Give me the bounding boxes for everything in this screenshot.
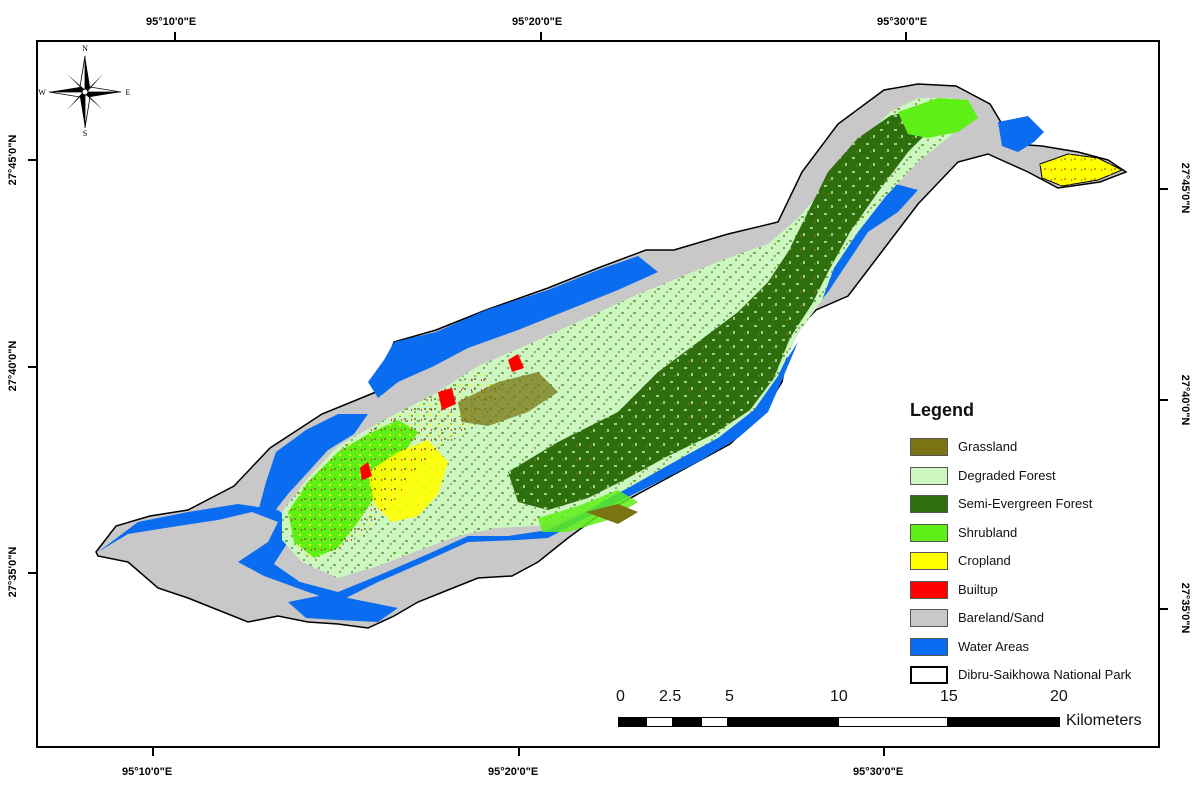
scale-label-2-5: 2.5 <box>659 688 682 705</box>
tick-left-3 <box>28 572 38 574</box>
land-builtup-patch-3 <box>360 462 372 480</box>
tick-right-3 <box>1158 608 1168 610</box>
tick-bottom-3 <box>883 746 885 756</box>
legend-label: Degraded Forest <box>958 467 1056 483</box>
scale-label-5: 5 <box>725 688 734 705</box>
lon-label-top-2: 95°20'0"E <box>512 16 563 28</box>
legend-item: Builtup <box>910 579 1158 601</box>
tick-bottom-2 <box>518 746 520 756</box>
legend: Legend Grassland Degraded Forest Semi-Ever… <box>904 394 1158 694</box>
lon-label-bottom-1: 95°10'0"E <box>122 766 173 778</box>
water-channel-south <box>98 342 798 602</box>
legend-swatch <box>910 523 948 542</box>
legend-label: Semi-Evergreen Forest <box>958 496 1093 511</box>
legend-title: Legend <box>910 400 975 420</box>
scale-label-15: 15 <box>940 688 958 705</box>
tick-right-1 <box>1158 188 1168 190</box>
lon-label-bottom-2: 95°20'0"E <box>488 766 539 778</box>
tick-top-1 <box>174 32 176 42</box>
land-mixed-west-texture <box>288 372 508 558</box>
scale-units: Kilometers <box>1066 712 1142 729</box>
legend-swatch <box>910 552 948 570</box>
tick-bottom-1 <box>152 746 154 756</box>
compass-n: N <box>82 44 88 53</box>
north-arrow-compass: N S E W <box>38 44 131 136</box>
lat-label-right-3: 27°35'0"N <box>1179 582 1191 634</box>
legend-item: Semi-Evergreen Forest <box>910 493 1158 515</box>
land-degraded-forest-texture <box>282 98 974 578</box>
tick-top-3 <box>905 32 907 42</box>
water-channel-north <box>368 256 658 398</box>
legend-swatch <box>910 438 948 456</box>
scale-segment-2 <box>646 717 673 727</box>
legend-item: Bareland/Sand <box>910 607 1158 629</box>
legend-label: Water Areas <box>958 638 1030 654</box>
scale-segment-3 <box>673 717 701 727</box>
legend-item: Dibru-Saikhowa National Park <box>910 664 1158 686</box>
tick-right-2 <box>1158 399 1168 401</box>
legend-label: Shrubland <box>958 524 1018 540</box>
scale-label-20: 20 <box>1050 688 1068 705</box>
lat-label-right-1: 27°45'0"N <box>1179 162 1191 214</box>
legend-item: Cropland <box>910 550 1158 572</box>
land-grassland-south <box>586 504 638 524</box>
scale-segment-7 <box>948 717 1060 727</box>
water-channel-west <box>258 414 368 512</box>
legend-label: Grassland <box>958 439 1018 454</box>
scale-segment-6 <box>838 717 948 727</box>
land-builtup-patch-2 <box>508 354 524 372</box>
scale-label-0: 0 <box>616 688 625 705</box>
map-canvas <box>95 83 1128 629</box>
legend-item: Degraded Forest <box>910 465 1158 487</box>
compass-w: W <box>38 88 46 97</box>
legend-swatch <box>910 466 948 485</box>
lat-label-left-1: 27°45'0"N <box>7 134 19 186</box>
compass-s: S <box>83 129 87 136</box>
lon-label-top-1: 95°10'0"E <box>146 16 197 28</box>
map-frame: N S E W Legend Grassland Degraded Forest S… <box>36 40 1160 748</box>
land-cropland-east-texture <box>1040 154 1122 186</box>
lat-label-left-3: 27°35'0"N <box>7 546 19 598</box>
water-channel-northeast <box>998 116 1044 152</box>
legend-label: Bareland/Sand <box>958 610 1045 625</box>
tick-left-1 <box>28 159 38 161</box>
legend-item: Shrubland <box>910 522 1158 544</box>
water-channel-bottom <box>288 594 398 622</box>
land-semi-evergreen-texture <box>508 106 938 510</box>
legend-swatch <box>910 609 948 627</box>
lon-label-top-3: 95°30'0"E <box>877 16 928 28</box>
land-grassland-patch <box>458 372 558 426</box>
land-shrubland-northeast <box>898 98 978 138</box>
scale-segment-5 <box>728 717 838 727</box>
lat-label-right-2: 27°40'0"N <box>1179 374 1191 426</box>
land-shrubland-south <box>538 490 638 532</box>
legend-swatch <box>910 580 948 599</box>
legend-item: Grassland <box>910 436 1158 458</box>
legend-label: Dibru-Saikhowa National Park <box>958 667 1132 682</box>
compass-e: E <box>126 88 131 97</box>
tick-left-2 <box>28 366 38 368</box>
lat-label-left-2: 27°40'0"N <box>7 340 19 392</box>
legend-label: Builtup <box>958 581 998 597</box>
scale-label-10: 10 <box>830 688 848 705</box>
scale-segment-1 <box>618 717 646 727</box>
scale-segment-4 <box>701 717 728 727</box>
legend-swatch <box>910 637 948 656</box>
scale-bar: 0 2.5 5 10 15 20 Kilometers <box>616 682 1158 742</box>
lon-label-bottom-3: 95°30'0"E <box>853 766 904 778</box>
legend-swatch <box>910 666 948 684</box>
tick-top-2 <box>540 32 542 42</box>
land-builtup-patch-1 <box>438 388 456 410</box>
legend-label: Cropland <box>958 553 1011 568</box>
legend-item: Water Areas <box>910 636 1158 658</box>
legend-swatch <box>910 495 948 513</box>
